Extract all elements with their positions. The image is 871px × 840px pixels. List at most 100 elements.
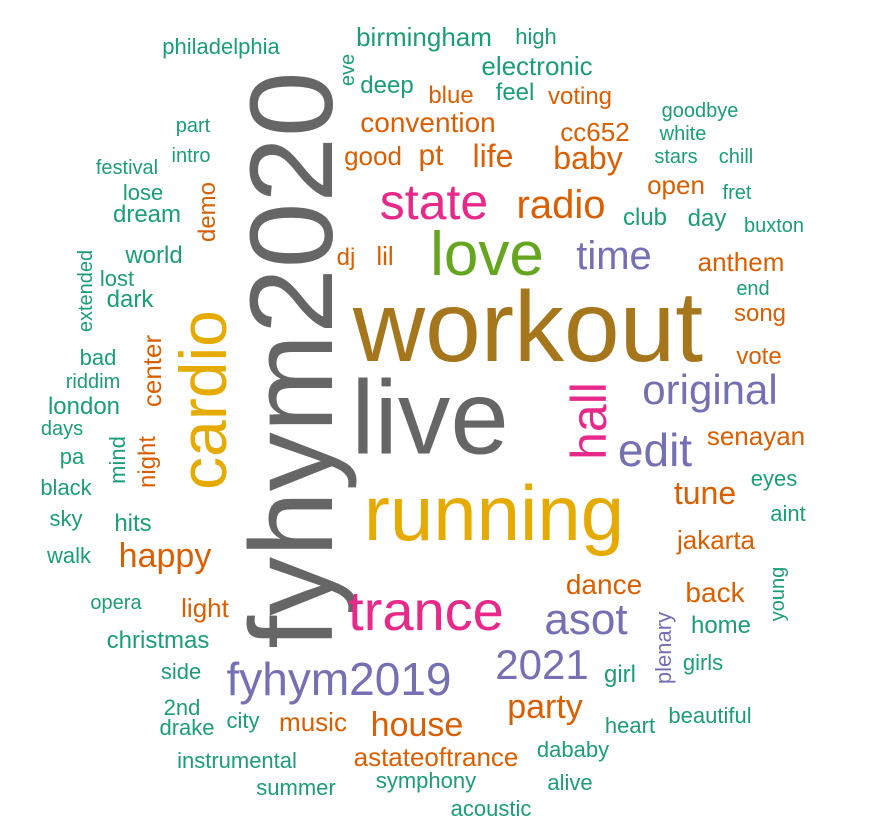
word-back: back (685, 577, 745, 608)
word-state: state (379, 174, 489, 230)
word-dj: dj (336, 244, 356, 271)
word-girls: girls (682, 650, 724, 675)
word-live: live (351, 359, 509, 477)
word-day: day (687, 205, 727, 232)
word-buxton: buxton (743, 215, 805, 237)
word-happy: happy (118, 537, 212, 575)
word-summer: summer (256, 775, 336, 800)
word-fyhym2019: fyhym2019 (226, 653, 452, 705)
word-goodbye: goodbye (661, 100, 739, 122)
word-world: world (125, 242, 183, 269)
word-part: part (175, 115, 211, 137)
word-blue: blue (428, 82, 474, 109)
word-convention: convention (360, 107, 496, 138)
word-chill: chill (718, 146, 754, 168)
word-sky: sky (49, 506, 83, 531)
word-deep: deep (360, 72, 414, 99)
word-pa: pa (59, 444, 85, 469)
word-tune: tune (673, 475, 737, 511)
word-electronic: electronic (481, 51, 593, 81)
word-mind: mind (105, 436, 130, 484)
word-feel: feel (495, 79, 535, 106)
word-baby: baby (553, 140, 623, 176)
word-anthem: anthem (697, 247, 785, 277)
word-high: high (515, 24, 557, 49)
word-symphony: symphony (375, 768, 477, 793)
word-club: club (622, 204, 668, 231)
word-asot: asot (544, 595, 628, 644)
word-city: city (226, 708, 260, 733)
word-fyhym2020: fyhym2020 (226, 71, 358, 649)
word-radio: radio (516, 183, 606, 227)
word-cardio: cardio (166, 310, 240, 490)
word-2nd: 2nd (163, 695, 201, 720)
word-fret: fret (722, 182, 752, 204)
word-festival: festival (95, 157, 159, 179)
word-plenary: plenary (651, 611, 676, 685)
word-original: original (642, 366, 778, 413)
word-drake: drake (159, 715, 215, 740)
word-london: london (47, 393, 121, 420)
word-lose: lose (122, 180, 164, 205)
word-house: house (370, 706, 464, 744)
word-light: light (181, 593, 229, 623)
word-young: young (767, 566, 789, 622)
word-senayan: senayan (706, 421, 806, 451)
word-love: love (430, 220, 544, 289)
word-hits: hits (114, 510, 152, 537)
word-aint: aint (770, 501, 806, 526)
word-lil: lil (376, 241, 394, 271)
word-night: night (134, 435, 161, 489)
word-bad: bad (79, 345, 117, 370)
word-time: time (576, 234, 652, 278)
word-christmas: christmas (106, 627, 210, 654)
word-side: side (160, 659, 202, 684)
word-girl: girl (603, 661, 637, 688)
word-dream: dream (112, 201, 182, 228)
word-open: open (647, 170, 705, 200)
word-pt: pt (418, 139, 444, 172)
word-center: center (137, 334, 167, 408)
word-days: days (40, 418, 84, 440)
word-riddim: riddim (65, 371, 121, 393)
word-intro: intro (171, 145, 211, 167)
word-party: party (507, 688, 583, 726)
word-end: end (736, 278, 770, 300)
word-philadelphia: philadelphia (162, 34, 280, 59)
word-instrumental: instrumental (177, 748, 297, 773)
word-cc652: cc652 (560, 117, 630, 147)
word-heart: heart (604, 713, 656, 738)
word-eve: eve (337, 53, 359, 87)
word-2021: 2021 (495, 641, 589, 688)
word-stars: stars (654, 146, 698, 168)
word-lost: lost (99, 266, 135, 291)
word-edit: edit (617, 424, 693, 476)
word-workout: workout (352, 271, 704, 383)
word-black: black (40, 475, 92, 500)
word-dababy: dababy (536, 737, 610, 762)
word-eyes: eyes (750, 466, 798, 491)
word-trance: trance (348, 579, 504, 642)
word-good: good (344, 141, 402, 171)
word-acoustic: acoustic (450, 796, 532, 821)
word-demo: demo (194, 181, 221, 243)
word-dark: dark (106, 286, 154, 313)
word-astateoftrance: astateoftrance (353, 742, 519, 772)
word-song: song (733, 300, 787, 327)
word-home: home (690, 612, 752, 639)
word-walk: walk (46, 543, 92, 568)
word-life: life (472, 138, 514, 174)
word-extended: extended (75, 249, 97, 333)
word-music: music (279, 707, 347, 737)
word-opera: opera (90, 592, 142, 614)
word-birmingham: birmingham (356, 22, 492, 52)
word-hall: hall (561, 382, 617, 460)
word-white: white (659, 123, 707, 145)
word-voting: voting (547, 83, 613, 110)
word-dance: dance (565, 569, 643, 600)
word-vote: vote (736, 343, 782, 370)
word-beautiful: beautiful (668, 703, 752, 728)
word-alive: alive (547, 770, 593, 795)
word-jakarta: jakarta (676, 525, 756, 555)
